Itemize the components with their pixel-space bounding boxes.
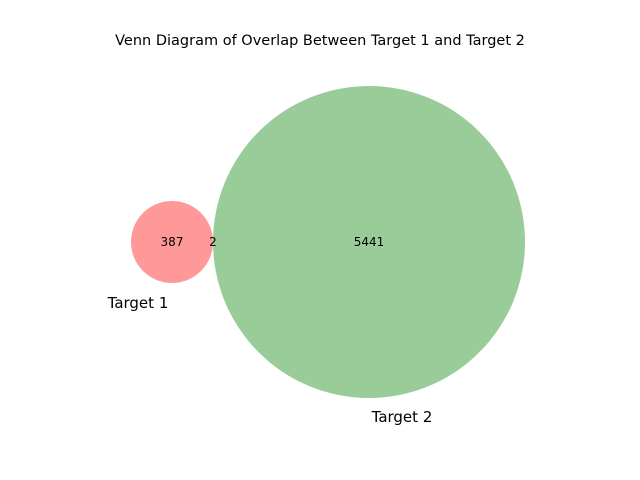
intersection-count: 2 <box>209 235 217 249</box>
target-2-label: Target 2 <box>371 408 433 426</box>
target-1-label: Target 1 <box>107 294 169 312</box>
target-2-only-count: 5441 <box>354 235 385 249</box>
target-2-circle <box>213 86 525 398</box>
target-1-only-count: 387 <box>161 235 184 249</box>
target-1-circle <box>131 201 213 283</box>
chart-title: Venn Diagram of Overlap Between Target 1… <box>115 33 525 49</box>
